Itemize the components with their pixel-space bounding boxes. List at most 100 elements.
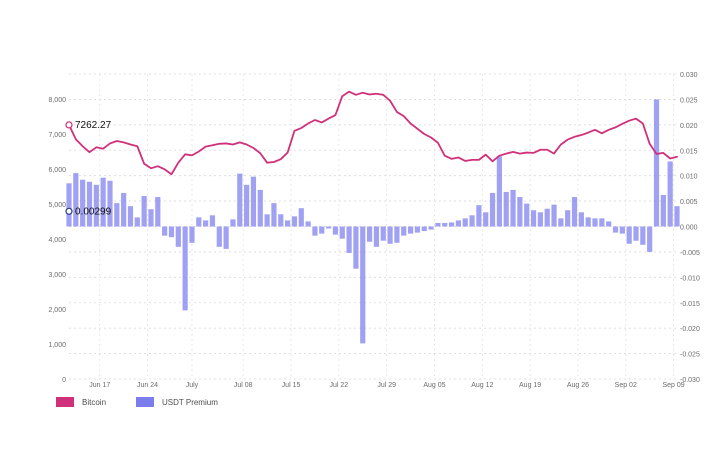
usdt-premium-bar — [216, 226, 222, 247]
usdt-premium-bar — [73, 173, 79, 227]
right-axis-tick-label: 0.025 — [680, 97, 698, 104]
usdt-premium-bar — [107, 180, 113, 227]
right-axis-tick-label: -0.005 — [680, 250, 700, 257]
usdt-premium-bar — [414, 226, 421, 233]
usdt-premium-bars — [66, 99, 680, 344]
left-axis-tick-label: 7,000 — [48, 132, 66, 139]
usdt-premium-bar — [168, 226, 175, 238]
usdt-premium-bar — [244, 184, 250, 227]
usdt-premium-bar — [86, 181, 93, 227]
usdt-premium-bar — [80, 179, 86, 227]
usdt-premium-start-marker — [65, 207, 73, 215]
legend-label-bitcoin[interactable]: Bitcoin — [82, 398, 106, 407]
x-axis-tick-label: Jul 15 — [282, 382, 301, 389]
bitcoin-start-marker — [65, 121, 73, 129]
legend-label-usdt-premium[interactable]: USDT Premium — [162, 398, 218, 407]
right-axis-tick-label: -0.010 — [680, 275, 700, 282]
usdt-premium-bar — [66, 183, 72, 227]
left-axis-tick-label: 1,000 — [48, 342, 66, 349]
usdt-premium-bar — [339, 226, 345, 239]
usdt-premium-bar — [346, 226, 352, 253]
left-axis-tick-label: 0 — [62, 377, 66, 384]
left-axis-tick-label: 8,000 — [48, 97, 66, 104]
usdt-premium-bar — [298, 208, 304, 227]
usdt-premium-bar — [626, 226, 632, 244]
usdt-premium-bar — [612, 226, 619, 233]
usdt-premium-bar — [435, 222, 441, 227]
left-axis-tick-label: 2,000 — [48, 307, 66, 314]
usdt-premium-bar — [278, 214, 284, 227]
usdt-premium-bar — [530, 210, 537, 227]
right-axis: -0.030 -0.025 -0.020 -0.015 -0.010 -0.005 0.00… — [680, 72, 700, 384]
x-axis-tick-label: Aug 19 — [519, 382, 541, 389]
usdt-premium-bar — [517, 197, 523, 227]
usdt-premium-bar — [448, 222, 455, 227]
usdt-premium-bar — [551, 204, 557, 227]
usdt-premium-bar — [155, 197, 161, 227]
usdt-premium-bar — [134, 217, 140, 227]
right-axis-tick-label: 0.000 — [680, 225, 698, 232]
usdt-premium-bar — [325, 226, 332, 229]
right-axis-tick-label: -0.015 — [680, 301, 700, 308]
usdt-premium-bar — [291, 216, 298, 227]
right-axis-tick-label: 0.030 — [680, 72, 698, 79]
left-axis: 0 1,000 2,000 3,000 4,000 5,000 6,000 7,000 8,00… — [48, 97, 66, 384]
usdt-premium-bar — [257, 189, 263, 227]
usdt-premium-bar — [462, 218, 468, 227]
usdt-premium-bar — [127, 206, 134, 227]
usdt-premium-bar — [175, 226, 181, 247]
usdt-premium-bar — [537, 212, 543, 227]
x-axis-tick-label: Aug 12 — [471, 382, 493, 389]
legend-swatch-usdt-premium[interactable] — [136, 397, 154, 407]
usdt-premium-bar — [469, 215, 475, 227]
usdt-premium-bar — [312, 226, 318, 236]
usdt-premium-bar — [571, 197, 578, 227]
usdt-premium-bar — [223, 226, 229, 249]
usdt-premium-bar — [455, 220, 461, 227]
usdt-premium-bar — [285, 220, 291, 227]
usdt-premium-bar — [100, 177, 106, 227]
usdt-premium-bar — [196, 217, 202, 227]
usdt-premium-bar — [640, 226, 646, 245]
x-axis-tick-label: Jul 22 — [329, 382, 348, 389]
right-axis-tick-label: -0.025 — [680, 352, 700, 359]
usdt-premium-bar — [203, 220, 209, 227]
legend-swatch-bitcoin[interactable] — [56, 397, 74, 407]
usdt-premium-bar — [121, 192, 127, 227]
usdt-premium-bar — [387, 226, 393, 244]
left-axis-tick-label: 5,000 — [48, 202, 66, 209]
usdt-premium-bar — [442, 222, 448, 227]
right-axis-tick-label: -0.020 — [680, 326, 700, 333]
usdt-premium-bar — [619, 226, 625, 234]
usdt-premium-bar — [585, 217, 591, 227]
usdt-premium-bar — [674, 206, 680, 227]
left-axis-tick-label: 6,000 — [48, 167, 66, 174]
x-axis: Jun 17 Jun 24 July Jul 08 Jul 15 Jul 22 Jul 29… — [89, 382, 685, 389]
usdt-premium-bar — [428, 226, 434, 230]
usdt-premium-bar — [360, 226, 366, 344]
usdt-premium-bar — [237, 173, 243, 227]
usdt-premium-bar — [250, 176, 257, 227]
x-axis-tick-label: Jun 24 — [137, 382, 158, 389]
right-axis-tick-label: -0.030 — [680, 377, 700, 384]
right-axis-tick-label: 0.015 — [680, 148, 698, 155]
usdt-premium-bar — [667, 161, 673, 227]
usdt-premium-bar — [633, 226, 639, 241]
usdt-premium-bar — [380, 226, 386, 241]
usdt-premium-bar — [489, 192, 496, 227]
bitcoin-start-label: 7262.27 — [75, 120, 112, 131]
usdt-premium-bar — [230, 219, 236, 227]
usdt-premium-bar — [182, 226, 188, 311]
x-axis-tick-label: Jul 08 — [234, 382, 253, 389]
start-markers: 7262.27 0.00299 — [65, 120, 112, 217]
usdt-premium-bar — [653, 99, 660, 227]
usdt-premium-bar — [271, 203, 277, 227]
usdt-premium-bar — [606, 221, 612, 227]
right-axis-tick-label: 0.020 — [680, 123, 698, 130]
usdt-premium-bar — [510, 189, 516, 227]
usdt-premium-bar — [592, 218, 598, 227]
usdt-premium-bar — [394, 226, 400, 243]
x-axis-tick-label: Jul 29 — [377, 382, 396, 389]
x-axis-tick-label: July — [186, 382, 199, 389]
